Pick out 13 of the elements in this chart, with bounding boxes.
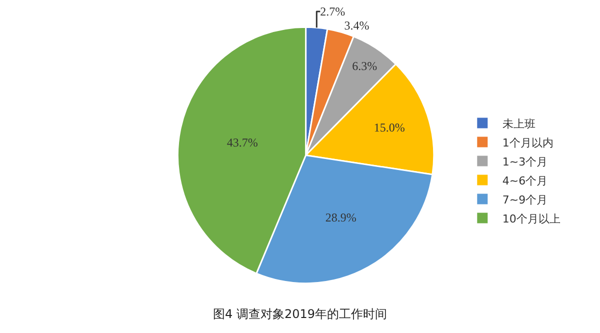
data-label: 3.4%: [344, 18, 370, 33]
data-label: 43.7%: [226, 136, 258, 150]
legend-label: 10个月以上: [502, 212, 560, 226]
legend-label: 未上班: [502, 117, 536, 130]
data-label: 6.3%: [352, 58, 378, 73]
legend-label: 4~6个月: [502, 174, 548, 188]
text: 图4 调查对象2019年的工作时间: [213, 307, 387, 321]
legend-label: 1个月以内: [502, 136, 554, 150]
data-label: 15.0%: [374, 120, 405, 134]
data-label: 2.7%: [320, 4, 346, 19]
data-label: 28.9%: [325, 210, 356, 225]
legend-label: 1~3个月: [502, 155, 548, 168]
legend-label: 7~9个月: [502, 193, 548, 206]
